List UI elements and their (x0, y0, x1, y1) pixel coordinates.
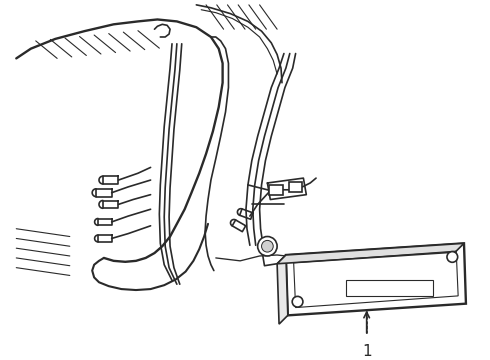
Polygon shape (277, 243, 464, 264)
Circle shape (292, 296, 303, 307)
Text: 1: 1 (362, 343, 371, 359)
FancyBboxPatch shape (270, 185, 283, 195)
Polygon shape (277, 255, 288, 324)
FancyBboxPatch shape (289, 182, 302, 192)
Polygon shape (286, 243, 466, 315)
Circle shape (447, 252, 458, 262)
Circle shape (258, 237, 277, 256)
Circle shape (262, 240, 273, 252)
FancyBboxPatch shape (346, 280, 433, 296)
